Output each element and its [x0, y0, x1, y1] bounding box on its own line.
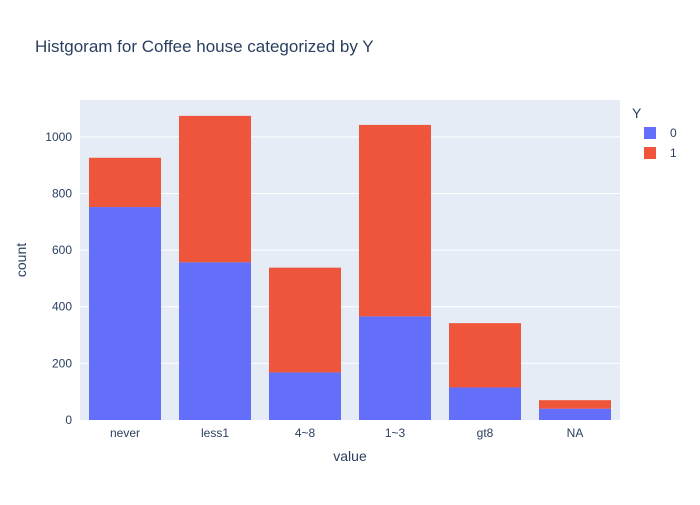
- x-tick-label: 4~8: [295, 426, 316, 440]
- legend-swatch-0: [644, 127, 656, 139]
- y-tick-label: 0: [65, 413, 72, 427]
- y-axis-title: count: [13, 243, 29, 277]
- bar-4~8-Y1: [269, 267, 341, 373]
- x-tick-label: gt8: [477, 426, 494, 440]
- legend-label-0: 0: [670, 126, 677, 140]
- bar-less1-Y0: [179, 262, 251, 420]
- x-tick-label: NA: [567, 426, 584, 440]
- x-axis-title: value: [333, 448, 367, 464]
- legend: Y 01: [632, 105, 677, 160]
- plot-background: [80, 100, 620, 420]
- bar-less1-Y1: [179, 115, 251, 263]
- x-tick-label: 1~3: [385, 426, 406, 440]
- legend-swatch-1: [644, 147, 656, 159]
- bar-never-Y1: [89, 157, 161, 208]
- chart-title: Histgoram for Coffee house categorized b…: [35, 37, 374, 56]
- bar-NA-Y1: [539, 400, 611, 409]
- y-tick-label: 400: [52, 300, 72, 314]
- x-tick-label: never: [110, 426, 140, 440]
- y-tick-label: 200: [52, 356, 72, 370]
- bar-1~3-Y1: [359, 124, 431, 317]
- bar-1~3-Y0: [359, 316, 431, 420]
- x-tick-label: less1: [201, 426, 229, 440]
- x-axis-ticks: never less1 4~8 1~3 gt8 NA: [110, 426, 583, 440]
- y-tick-label: 1000: [45, 130, 72, 144]
- y-axis-ticks: 0 200 400 600 800 1000: [45, 130, 72, 427]
- gridlines: [80, 136, 620, 364]
- legend-items: 01: [644, 126, 677, 160]
- legend-label-1: 1: [670, 146, 677, 160]
- y-tick-label: 600: [52, 243, 72, 257]
- y-tick-label: 800: [52, 186, 72, 200]
- bar-NA-Y0: [539, 408, 611, 420]
- bar-gt8-Y0: [449, 387, 521, 420]
- legend-title: Y: [632, 105, 642, 121]
- bar-gt8-Y1: [449, 323, 521, 388]
- bar-4~8-Y0: [269, 372, 341, 420]
- bars: [89, 115, 611, 420]
- bar-never-Y0: [89, 207, 161, 420]
